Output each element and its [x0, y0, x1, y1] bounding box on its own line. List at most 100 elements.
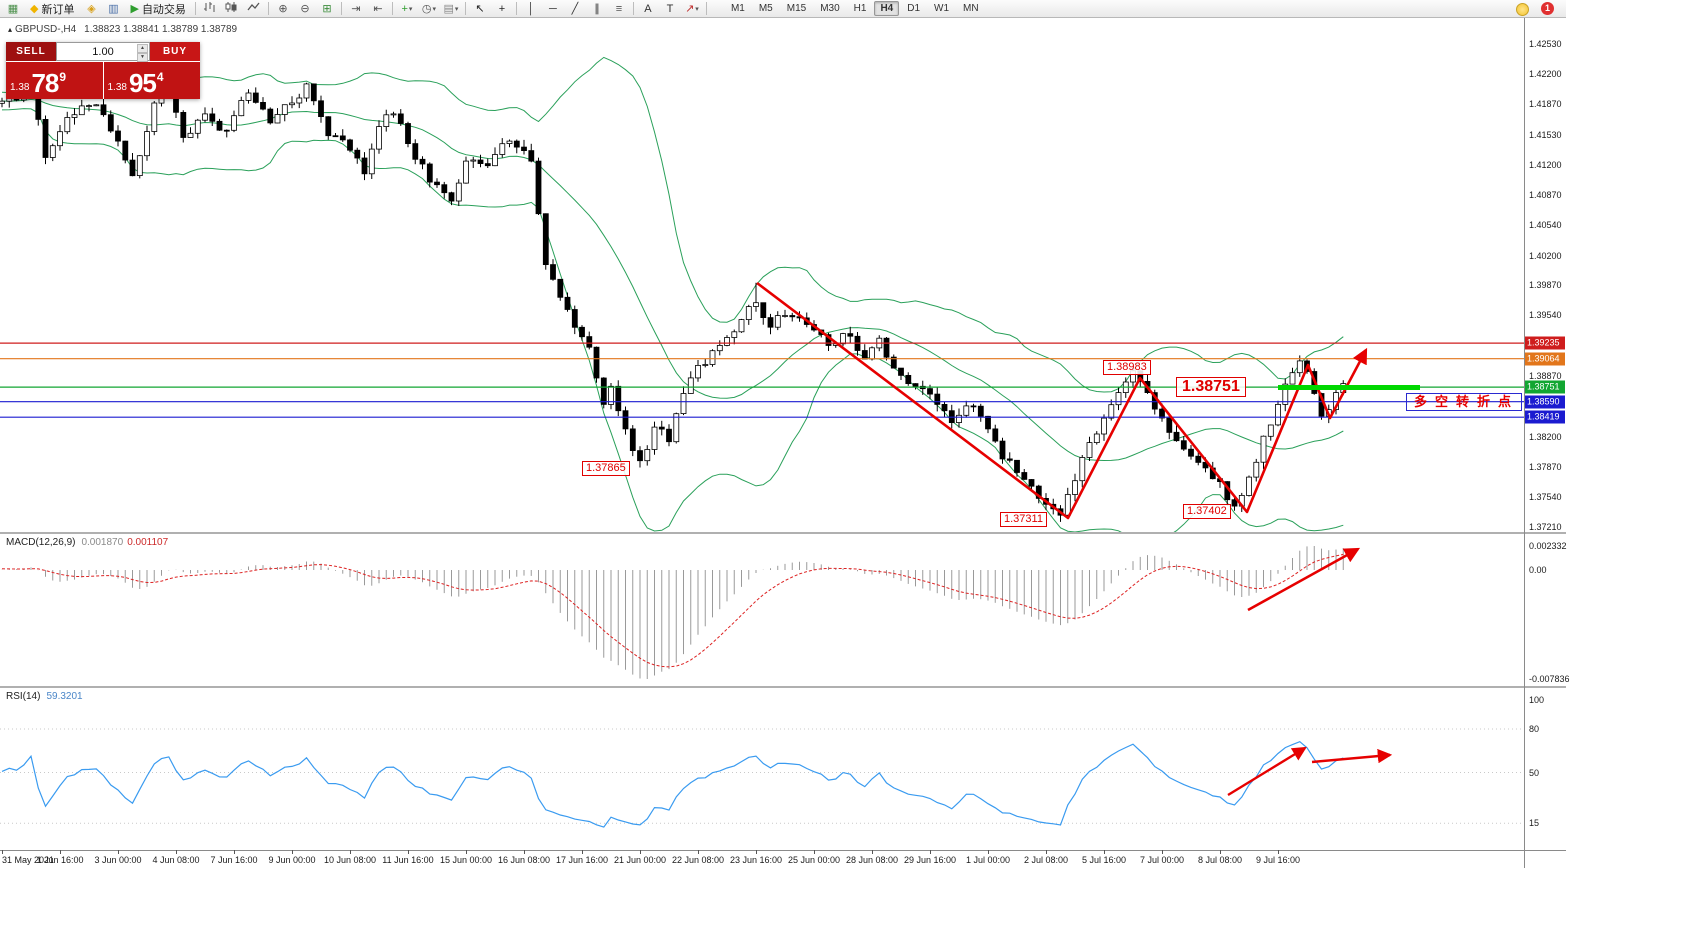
timeframe-mn-button[interactable]: MN: [963, 3, 979, 14]
key-level-highlight-segment[interactable]: [1278, 385, 1420, 390]
macd-histogram: [1, 546, 1344, 679]
text-icon[interactable]: A: [638, 1, 658, 17]
new-chart-icon[interactable]: ▦: [3, 1, 23, 17]
time-axis-label: 9 Jul 16:00: [1255, 855, 1301, 865]
main-chart-canvas[interactable]: [0, 18, 1524, 532]
timeframe-h4-button[interactable]: H4: [874, 1, 900, 16]
time-axis-label: 5 Jul 16:00: [1081, 855, 1127, 865]
toolbar-separator: [705, 2, 707, 15]
vertical-line-icon-glyph: │: [527, 2, 535, 15]
timeframe-h1-button[interactable]: H1: [853, 3, 867, 14]
tile-windows-icon[interactable]: ⊞: [317, 1, 337, 17]
horizontal-line-icon[interactable]: ─: [543, 1, 563, 17]
macd-indicator-canvas[interactable]: [0, 534, 1524, 686]
alert-icon[interactable]: [1516, 3, 1529, 16]
line-chart-icon[interactable]: [244, 1, 264, 17]
price-scale-marker-pivot-level: 1.38751: [1525, 380, 1565, 394]
toolbar-separator: [515, 2, 517, 15]
volume-down-icon[interactable]: ▼: [137, 53, 148, 62]
time-axis-label: 29 Jun 16:00: [903, 855, 957, 865]
sell-price-button[interactable]: 1.38 78 9: [6, 62, 103, 99]
timeframe-m15-button[interactable]: M15: [786, 3, 807, 14]
buy-price-prefix: 1.38: [107, 82, 127, 93]
price-callout[interactable]: 1.38983: [1103, 360, 1151, 375]
text-icon-glyph: A: [644, 2, 652, 15]
volume-up-icon[interactable]: ▲: [137, 44, 148, 53]
chart-shift-icon[interactable]: ⇤: [368, 1, 388, 17]
metaquotes-icon[interactable]: ◈: [81, 1, 101, 17]
volume-input[interactable]: 1.00 ▲ ▼: [56, 42, 150, 62]
time-axis-label: 3 Jun 00:00: [94, 855, 142, 865]
price-scale-label: 1.40200: [1529, 250, 1562, 261]
timeframe-m5-button[interactable]: M5: [758, 3, 773, 14]
bar-chart-icon[interactable]: [200, 1, 220, 17]
auto-scroll-icon[interactable]: ⇥: [346, 1, 366, 17]
arrow-objects-icon[interactable]: ↗ ▾: [682, 1, 702, 17]
macd-signal-value: 0.001107: [127, 537, 169, 548]
vertical-line-icon[interactable]: │: [521, 1, 541, 17]
buy-button[interactable]: BUY: [150, 42, 200, 61]
time-axis-label: 23 Jun 16:00: [729, 855, 783, 865]
autotrade-button[interactable]: ▶ 自动交易: [124, 1, 191, 17]
rsi-trend-arrow[interactable]: [1311, 748, 1393, 764]
line-chart-icon-glyph: [247, 1, 260, 16]
pivot-annotation-text[interactable]: 多空转折点: [1406, 393, 1522, 411]
time-axis-tick: [814, 850, 815, 854]
rsi-scale-label: 80: [1529, 724, 1540, 734]
time-axis-tick: [872, 850, 873, 854]
crosshair-icon[interactable]: +: [492, 1, 512, 17]
price-callout[interactable]: 1.38751: [1176, 377, 1246, 397]
templates-icon[interactable]: ▤ ▾: [441, 1, 461, 17]
horizontal-levels: [0, 342, 1524, 418]
candlestick-chart-icon[interactable]: [222, 1, 242, 17]
chart-profile-icon[interactable]: ▥: [103, 1, 123, 17]
toolbar-separator: [632, 2, 634, 15]
timeframe-w1-button[interactable]: W1: [934, 3, 950, 14]
time-axis-tick: [1046, 850, 1047, 854]
notification-badge[interactable]: 1: [1541, 2, 1554, 15]
toolbar-separator: [464, 2, 466, 15]
time-axis-tick: [698, 850, 699, 854]
zoom-in-icon[interactable]: ⊕: [273, 1, 293, 17]
buy-price-big: 95: [128, 68, 157, 98]
zoom-out-icon[interactable]: ⊖: [295, 1, 315, 17]
time-axis-label: 25 Jun 00:00: [787, 855, 841, 865]
timeframe-m1-button[interactable]: M1: [730, 3, 745, 14]
ohlc-values: 1.38823 1.38841 1.38789 1.38789: [84, 24, 238, 35]
panel-divider-macd[interactable]: [0, 532, 1566, 534]
time-axis-tick: [756, 850, 757, 854]
price-scale-label: 1.38200: [1529, 432, 1562, 443]
price-callout[interactable]: 1.37402: [1183, 504, 1231, 519]
rsi-scale-label: 15: [1529, 818, 1540, 829]
rsi-trend-arrow[interactable]: [1227, 746, 1307, 797]
indicators-icon[interactable]: + ▾: [397, 1, 417, 17]
price-callout[interactable]: 1.37311: [1000, 512, 1047, 527]
price-axis-divider[interactable]: [1524, 18, 1525, 868]
rsi-scale-label: 50: [1529, 767, 1540, 778]
new-order-button[interactable]: ◆ 新订单: [24, 1, 80, 17]
cursor-icon[interactable]: ↖: [470, 1, 490, 17]
rsi-name: RSI(14): [6, 691, 41, 702]
periods-icon[interactable]: ◷ ▾: [419, 1, 439, 17]
text-label-icon-glyph: T: [666, 2, 674, 15]
trendline-icon[interactable]: ╱: [565, 1, 585, 17]
toolbar-separator: [391, 2, 393, 15]
text-label-icon[interactable]: T: [660, 1, 680, 17]
time-axis-label: 10 Jun 08:00: [323, 855, 377, 865]
fibonacci-icon[interactable]: ≡: [609, 1, 629, 17]
sell-button[interactable]: SELL: [6, 42, 56, 61]
trend-arrows[interactable]: [756, 281, 1368, 520]
timeframe-d1-button[interactable]: D1: [907, 3, 921, 14]
panel-divider-rsi[interactable]: [0, 686, 1566, 688]
timeframe-m30-button[interactable]: M30: [820, 3, 840, 14]
sell-price-pip: 9: [59, 70, 67, 84]
price-callout[interactable]: 1.37865: [582, 461, 630, 476]
equidistant-channel-icon[interactable]: ∥: [587, 1, 607, 17]
macd-trend-arrow[interactable]: [1247, 547, 1361, 612]
chart-title: ▴ GBPUSD-,H4 1.38823 1.38841 1.38789 1.387…: [8, 24, 237, 35]
rsi-indicator-canvas[interactable]: [0, 688, 1524, 850]
indicators-icon-glyph: +: [401, 2, 408, 15]
buy-price-button[interactable]: 1.38 95 4: [103, 62, 200, 99]
toolbar-separator: [340, 2, 342, 15]
volume-stepper[interactable]: ▲ ▼: [137, 44, 148, 62]
